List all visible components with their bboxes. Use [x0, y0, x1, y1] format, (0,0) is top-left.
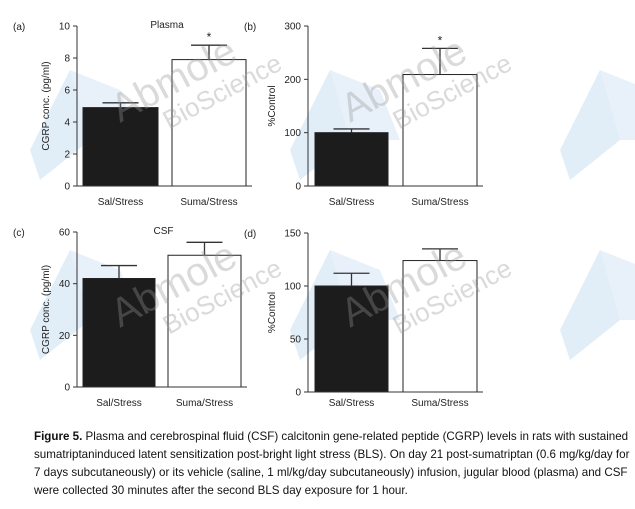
bar: [82, 278, 156, 388]
y-tick-label: 150: [284, 229, 301, 240]
y-tick-label: 100: [284, 128, 301, 139]
y-tick-label: 0: [295, 182, 301, 193]
y-tick-label: 0: [64, 383, 70, 394]
y-tick-label: 0: [295, 388, 301, 399]
x-tick-label: Suma/Stress: [411, 197, 468, 208]
bar: [314, 285, 389, 393]
caption-text: Plasma and cerebrospinal fluid (CSF) cal…: [34, 430, 630, 497]
figure-caption: Figure 5. Plasma and cerebrospinal fluid…: [34, 428, 634, 500]
chart-panel-c: Sal/Stress Suma/Stress 0 20 40 60 (c) CSF CGRP c…: [13, 226, 247, 409]
y-tick-label: 50: [290, 335, 302, 346]
y-axis-label: %Control: [267, 85, 278, 126]
panel-label: (c): [13, 228, 25, 239]
x-tick-label: Sal/Stress: [98, 197, 144, 208]
watermark-triangle: [30, 250, 90, 360]
figure: Sal/Stress * Suma/Stress 0 2 4 6 8 10 (a) Plasma CG…: [13, 20, 635, 409]
x-tick-label: Sal/Stress: [329, 197, 375, 208]
chart-panel-d: Sal/Stress Suma/Stress 0 50 100 150 (d) %Contro…: [244, 229, 483, 409]
y-tick-label: 2: [64, 150, 70, 161]
significance-marker: *: [207, 30, 212, 44]
watermark-triangle: [330, 70, 400, 140]
watermark-triangle: [290, 70, 350, 180]
watermark-triangle: [560, 70, 620, 180]
bar: [402, 74, 478, 187]
watermark-triangle: [560, 250, 620, 360]
y-axis-label: %Control: [267, 292, 278, 333]
y-tick-label: 60: [59, 228, 71, 239]
caption-label: Figure 5.: [34, 430, 83, 443]
chart-title: Plasma: [150, 20, 184, 31]
x-tick-label: Suma/Stress: [176, 398, 233, 409]
y-tick-label: 300: [284, 22, 301, 33]
y-axis-label: CGRP conc. (pg/ml): [41, 265, 52, 354]
bar: [402, 260, 478, 393]
panel-label: (d): [244, 229, 256, 240]
bar: [171, 59, 247, 187]
y-tick-label: 100: [284, 282, 301, 293]
y-axis-label: CGRP conc. (pg/ml): [41, 61, 52, 150]
y-tick-label: 10: [59, 22, 71, 33]
y-tick-label: 4: [64, 118, 70, 129]
y-tick-label: 200: [284, 75, 301, 86]
bar: [314, 132, 389, 187]
watermark-triangle: [600, 250, 635, 320]
panel-label: (b): [244, 22, 256, 33]
watermark-triangle: [600, 70, 635, 140]
significance-marker: *: [438, 33, 443, 47]
x-tick-label: Sal/Stress: [96, 398, 142, 409]
y-tick-label: 6: [64, 86, 70, 97]
y-tick-label: 20: [59, 331, 71, 342]
watermark-triangle: [30, 70, 90, 180]
y-tick-label: 40: [59, 279, 71, 290]
y-tick-label: 8: [64, 54, 70, 65]
chart-panel-b: Sal/Stress * Suma/Stress 0 100 200 300 (b) %Cont…: [244, 22, 483, 208]
bar: [167, 254, 242, 388]
x-tick-label: Suma/Stress: [180, 197, 237, 208]
y-tick-label: 0: [64, 182, 70, 193]
x-tick-label: Sal/Stress: [329, 398, 375, 409]
chart-panel-a: Sal/Stress * Suma/Stress 0 2 4 6 8 10 (a) Plasma CG…: [13, 20, 252, 208]
chart-title: CSF: [154, 226, 174, 237]
bar: [82, 107, 159, 187]
x-tick-label: Suma/Stress: [411, 398, 468, 409]
panel-label: (a): [13, 22, 25, 33]
